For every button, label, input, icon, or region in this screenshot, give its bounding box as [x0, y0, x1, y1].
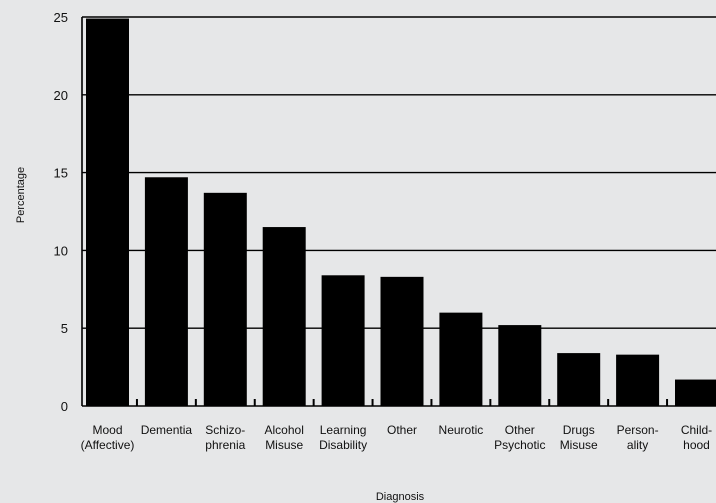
bar [203, 192, 247, 406]
x-tick-label: phrenia [205, 438, 245, 452]
bar [498, 325, 542, 406]
x-tick-label: Misuse [265, 438, 303, 452]
bar [675, 379, 716, 406]
x-tick-label: hood [683, 438, 710, 452]
x-tick-label: ality [627, 438, 648, 452]
y-tick-label: 15 [54, 166, 68, 181]
x-axis-title: Diagnosis [376, 491, 425, 503]
x-tick-label: Person- [617, 423, 659, 437]
bars [86, 18, 716, 406]
x-tick-label: Other [505, 423, 535, 437]
x-tick-label: Dementia [141, 423, 193, 437]
y-tick-label: 5 [61, 321, 68, 336]
bar [262, 227, 306, 406]
bar [616, 354, 660, 406]
y-tick-label: 20 [54, 88, 68, 103]
x-tick-label: Neurotic [439, 423, 484, 437]
x-tick-label: Drugs [563, 423, 595, 437]
x-tick-label: (Affective) [81, 438, 135, 452]
axes [81, 17, 716, 407]
x-tick-label: Misuse [560, 438, 598, 452]
x-tick-label: Other [387, 423, 417, 437]
y-tick-label: 0 [61, 399, 68, 414]
x-tick-label: Alcohol [265, 423, 304, 437]
bar [380, 276, 424, 406]
y-axis-title: Percentage [15, 167, 27, 223]
bar [557, 353, 601, 406]
x-category-labels: Mood(Affective) Dementia Schizo-phrenia Alc… [81, 423, 713, 452]
bar [439, 312, 483, 406]
bar [86, 18, 129, 406]
x-tick-label: Schizo- [205, 423, 245, 437]
y-tick-labels: 0 5 10 15 20 25 [54, 10, 68, 414]
bar [321, 275, 365, 406]
x-tick-label: Psychotic [494, 438, 545, 452]
y-tick-label: 10 [54, 243, 68, 258]
x-tick-label: Learning [320, 423, 367, 437]
x-tick-label: Disability [319, 438, 367, 452]
x-tick-label: Child- [681, 423, 712, 437]
y-tick-label: 25 [54, 10, 68, 25]
x-tick-label: Mood [92, 423, 122, 437]
bar [144, 177, 188, 406]
